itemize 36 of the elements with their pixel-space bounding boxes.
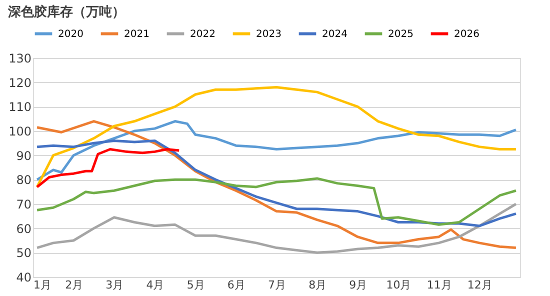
x-tick-label: 9月 bbox=[349, 278, 368, 292]
legend-label: 2020 bbox=[58, 28, 84, 40]
y-tick-label: 50 bbox=[16, 246, 32, 260]
x-tick-label: 8月 bbox=[308, 278, 327, 292]
line-series bbox=[36, 120, 518, 250]
x-tick-label: 2月 bbox=[65, 278, 84, 292]
line-series bbox=[36, 120, 518, 181]
line-series bbox=[36, 86, 518, 188]
legend-label: 2025 bbox=[388, 28, 414, 40]
y-tick-label: 70 bbox=[16, 198, 32, 212]
legend-label: 2022 bbox=[190, 28, 216, 40]
x-tick-label: 1月 bbox=[34, 278, 52, 292]
x-tick-label: 5月 bbox=[186, 278, 205, 292]
chart-title: 深色胶库存（万吨） bbox=[7, 4, 126, 20]
x-tick-label: 3月 bbox=[106, 278, 124, 292]
y-tick-label: 100 bbox=[8, 124, 32, 138]
y-tick-label: 110 bbox=[8, 100, 32, 114]
y-tick-label: 60 bbox=[16, 222, 32, 236]
line-series bbox=[36, 177, 518, 226]
x-tick-label: 7月 bbox=[268, 278, 286, 292]
y-tick-label: 130 bbox=[8, 52, 32, 66]
y-tick-label: 40 bbox=[16, 270, 32, 284]
legend-label: 2024 bbox=[322, 28, 348, 40]
legend-label: 2026 bbox=[454, 28, 480, 40]
x-tick-label: 12月 bbox=[467, 278, 492, 292]
line-series bbox=[36, 148, 180, 188]
x-tick-label: 6月 bbox=[227, 278, 246, 292]
line-series bbox=[36, 202, 518, 254]
y-tick-label: 80 bbox=[16, 173, 32, 188]
y-tick-label: 90 bbox=[16, 148, 32, 163]
x-tick-label: 4月 bbox=[146, 278, 164, 292]
y-tick-label: 120 bbox=[8, 76, 32, 90]
x-tick-label: 11月 bbox=[426, 278, 452, 292]
legend-label: 2023 bbox=[256, 28, 282, 40]
legend-label: 2021 bbox=[124, 28, 150, 40]
x-tick-label: 10月 bbox=[386, 278, 412, 292]
